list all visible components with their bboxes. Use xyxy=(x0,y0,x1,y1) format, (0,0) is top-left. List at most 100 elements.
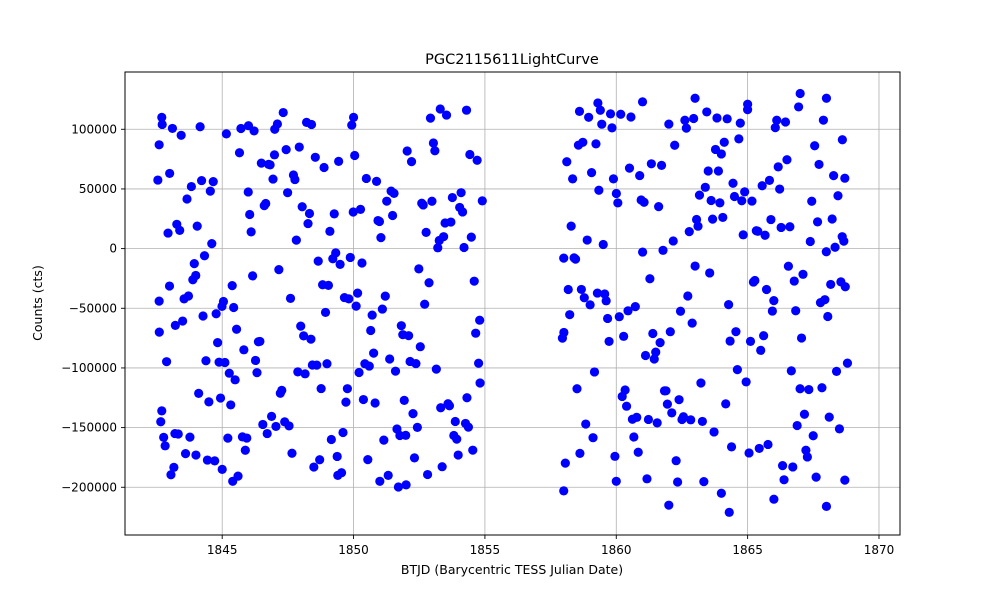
data-point xyxy=(271,421,281,432)
data-point xyxy=(431,364,441,374)
data-point xyxy=(574,106,585,116)
data-point xyxy=(769,296,779,306)
data-point xyxy=(281,145,291,155)
x-tick-label: 1855 xyxy=(470,543,501,557)
data-point xyxy=(250,355,261,366)
data-point xyxy=(466,232,476,242)
data-point xyxy=(699,477,709,487)
data-point xyxy=(579,293,589,303)
data-point xyxy=(332,451,342,462)
data-point xyxy=(576,284,586,295)
y-tick-label: 0 xyxy=(109,242,117,256)
data-point xyxy=(412,422,422,432)
data-point xyxy=(435,104,445,114)
data-point xyxy=(157,112,167,122)
data-point xyxy=(207,239,217,249)
data-point xyxy=(664,119,674,129)
data-point xyxy=(637,97,648,107)
data-point xyxy=(170,320,180,330)
data-point xyxy=(796,333,807,343)
data-point xyxy=(364,361,374,371)
data-point xyxy=(821,93,832,103)
data-point xyxy=(164,281,175,291)
data-point xyxy=(363,455,373,465)
data-point xyxy=(661,386,671,396)
data-point xyxy=(724,300,734,310)
data-point xyxy=(309,462,319,472)
data-point xyxy=(297,202,307,212)
data-point xyxy=(182,194,192,204)
data-point xyxy=(702,107,712,117)
data-point xyxy=(169,462,179,472)
data-point xyxy=(396,321,406,331)
data-point xyxy=(338,427,348,438)
data-point xyxy=(387,210,398,221)
data-point xyxy=(757,181,767,191)
data-point xyxy=(652,418,662,428)
data-point xyxy=(600,289,610,299)
data-point xyxy=(294,142,304,152)
data-point xyxy=(773,162,783,172)
data-point xyxy=(716,149,726,159)
data-point xyxy=(690,261,700,271)
data-point xyxy=(726,442,737,452)
data-point xyxy=(776,222,786,233)
data-point xyxy=(635,170,645,181)
data-point xyxy=(201,356,211,366)
x-tick-label: 1850 xyxy=(338,543,369,557)
data-point xyxy=(789,276,799,286)
data-point xyxy=(713,166,724,176)
data-point xyxy=(700,182,710,192)
data-point xyxy=(306,119,317,130)
data-point xyxy=(693,221,703,231)
data-point xyxy=(154,327,164,337)
data-point xyxy=(581,419,591,429)
data-point xyxy=(584,112,594,122)
data-point xyxy=(743,99,753,109)
data-point xyxy=(406,157,417,167)
data-point xyxy=(472,155,482,165)
data-point xyxy=(586,168,597,178)
y-tick-label: −100000 xyxy=(61,361,117,375)
data-point xyxy=(315,455,325,465)
data-point xyxy=(805,236,815,247)
data-point xyxy=(718,212,728,223)
data-point xyxy=(697,416,707,427)
data-point xyxy=(461,105,472,115)
data-point xyxy=(761,284,772,295)
y-tick-label: −150000 xyxy=(61,421,117,435)
data-point xyxy=(607,123,617,133)
data-point xyxy=(798,269,808,279)
data-point xyxy=(374,216,385,227)
data-point xyxy=(304,208,315,219)
data-point xyxy=(409,453,420,463)
data-point xyxy=(678,412,689,422)
data-point xyxy=(344,294,354,304)
data-point xyxy=(261,198,271,209)
data-point xyxy=(159,432,169,442)
data-point xyxy=(559,486,569,496)
data-point xyxy=(817,383,827,393)
data-point xyxy=(459,242,469,253)
data-point xyxy=(722,114,732,124)
data-point xyxy=(463,422,473,432)
data-point xyxy=(418,200,428,210)
data-point xyxy=(170,428,180,439)
data-point xyxy=(766,214,776,225)
data-point xyxy=(592,288,603,298)
x-tick-label: 1845 xyxy=(207,543,238,557)
data-point xyxy=(690,93,700,103)
data-point xyxy=(741,377,751,387)
data-point xyxy=(575,448,585,458)
data-point xyxy=(306,334,316,344)
data-point xyxy=(750,275,760,286)
data-point xyxy=(178,316,188,326)
data-point xyxy=(284,421,294,431)
data-point xyxy=(562,157,572,167)
data-point xyxy=(640,350,651,361)
data-point xyxy=(161,357,172,367)
data-point xyxy=(603,313,613,324)
data-point xyxy=(559,327,569,338)
data-point xyxy=(721,399,731,409)
data-point xyxy=(706,195,716,206)
